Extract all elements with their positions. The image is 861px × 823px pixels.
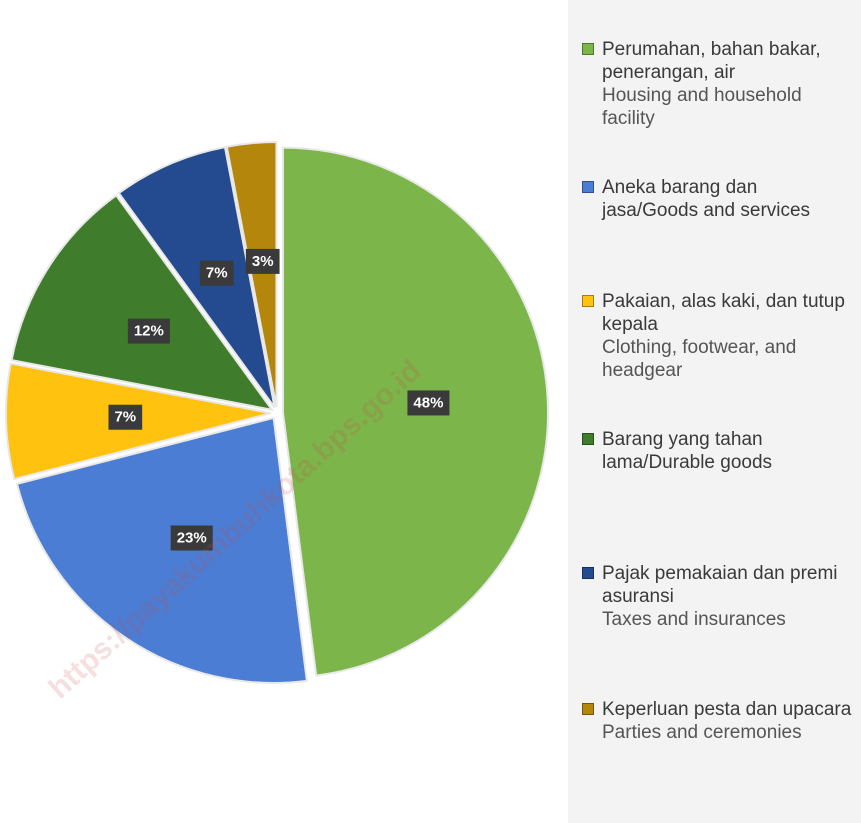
pie-slice bbox=[225, 141, 278, 408]
legend-label: Perumahan, bahan bakar, penerangan, air bbox=[602, 39, 821, 83]
legend-item: Keperluan pesta dan upacara Parties and c… bbox=[582, 698, 857, 744]
data-label-box bbox=[127, 318, 170, 344]
data-label: 12% bbox=[134, 323, 164, 340]
legend-swatch bbox=[582, 43, 594, 55]
legend-label-en: Housing and household facility bbox=[602, 85, 802, 129]
legend-label-en: Clothing, footwear, and headgear bbox=[602, 337, 797, 381]
data-label: 48% bbox=[413, 394, 443, 411]
legend: Perumahan, bahan bakar, penerangan, air H… bbox=[568, 0, 861, 823]
pie-slice bbox=[15, 416, 308, 684]
data-label: 7% bbox=[114, 409, 136, 426]
legend-text: Keperluan pesta dan upacara Parties and c… bbox=[602, 698, 857, 744]
legend-swatch bbox=[582, 567, 594, 579]
legend-text: Pajak pemakaian dan premi asuransi Taxes … bbox=[602, 562, 857, 631]
legend-text: Aneka barang dan jasa/Goods and services bbox=[602, 176, 857, 222]
legend-label: Barang yang tahan lama/Durable goods bbox=[602, 429, 773, 473]
legend-label: Pakaian, alas kaki, dan tutup kepala bbox=[602, 291, 845, 335]
data-label: 23% bbox=[177, 529, 207, 546]
data-label-box bbox=[407, 390, 450, 416]
legend-label: Keperluan pesta dan upacara bbox=[602, 699, 852, 720]
data-label-box bbox=[170, 525, 213, 551]
pie-slice bbox=[10, 193, 275, 412]
data-label-box bbox=[108, 404, 143, 430]
legend-swatch bbox=[582, 295, 594, 307]
legend-label-en: Taxes and insurances bbox=[602, 609, 786, 630]
legend-swatch bbox=[582, 181, 594, 193]
chart: 48%23%7%12%7%3%https://payakumbuhkota.bp… bbox=[5, 141, 549, 705]
legend-item: Pakaian, alas kaki, dan tutup kepala Clot… bbox=[582, 290, 857, 382]
legend-item: Pajak pemakaian dan premi asuransi Taxes … bbox=[582, 562, 857, 631]
data-label: 3% bbox=[252, 253, 274, 270]
legend-label: Aneka barang dan jasa/Goods and services bbox=[602, 177, 811, 221]
data-label-box bbox=[199, 260, 234, 286]
legend-text: Pakaian, alas kaki, dan tutup kepala Clot… bbox=[602, 290, 857, 382]
legend-text: Perumahan, bahan bakar, penerangan, air H… bbox=[602, 38, 857, 130]
legend-label-en: Parties and ceremonies bbox=[602, 722, 802, 743]
legend-label: Pajak pemakaian dan premi asuransi bbox=[602, 563, 838, 607]
legend-item: Aneka barang dan jasa/Goods and services bbox=[582, 176, 857, 222]
legend-text: Barang yang tahan lama/Durable goods bbox=[602, 428, 857, 474]
legend-swatch bbox=[582, 433, 594, 445]
pie-slice bbox=[117, 146, 276, 409]
data-label-box bbox=[245, 248, 280, 274]
legend-item: Perumahan, bahan bakar, penerangan, air H… bbox=[582, 38, 857, 130]
data-label: 7% bbox=[206, 265, 228, 282]
legend-item: Barang yang tahan lama/Durable goods bbox=[582, 428, 857, 474]
legend-swatch bbox=[582, 703, 594, 715]
